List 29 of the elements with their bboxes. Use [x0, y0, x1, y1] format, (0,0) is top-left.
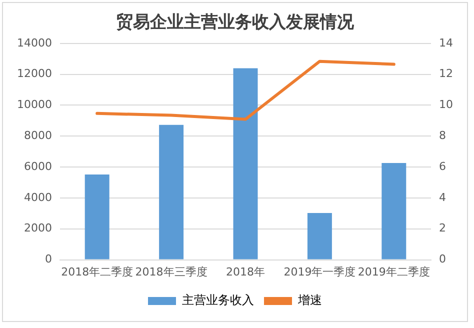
- x-tick-label: 2019年一季度: [284, 265, 356, 278]
- y-tick-label: 14000: [16, 36, 52, 50]
- bar: [307, 212, 332, 260]
- y2-tick-label: 2: [439, 222, 446, 235]
- bar: [84, 174, 110, 260]
- y2-tick-label: 12: [439, 67, 454, 80]
- y2-tick-label: 0: [439, 252, 446, 266]
- y-tick-label: 8000: [24, 129, 52, 142]
- x-tick-label: 2019年二季度: [358, 265, 430, 278]
- bar: [233, 68, 258, 260]
- y-tick-label: 6000: [24, 160, 52, 173]
- x-tick-label: 2018年三季度: [135, 265, 208, 278]
- y-tick-label: 4000: [24, 190, 52, 204]
- legend-label: 主营业务收入: [182, 293, 254, 308]
- chart-title: 贸易企业主营业务收入发展情况: [116, 12, 355, 33]
- bar: [159, 124, 184, 260]
- y-tick-label: 0: [44, 252, 52, 266]
- y2-tick-label: 14: [439, 36, 454, 50]
- y2-tick-label: 6: [439, 160, 446, 173]
- y-tick-label: 12000: [16, 67, 52, 80]
- y-tick-label: 10000: [16, 98, 52, 112]
- y2-tick-label: 8: [439, 129, 446, 142]
- bar: [382, 163, 406, 260]
- x-tick-label: 2018年二季度: [61, 265, 134, 278]
- x-tick-label: 2018年: [226, 265, 265, 278]
- y2-tick-label: 4: [439, 190, 446, 204]
- legend-label: 增速: [297, 293, 322, 308]
- y2-tick-label: 10: [439, 98, 454, 112]
- y-tick-label: 2000: [24, 222, 52, 235]
